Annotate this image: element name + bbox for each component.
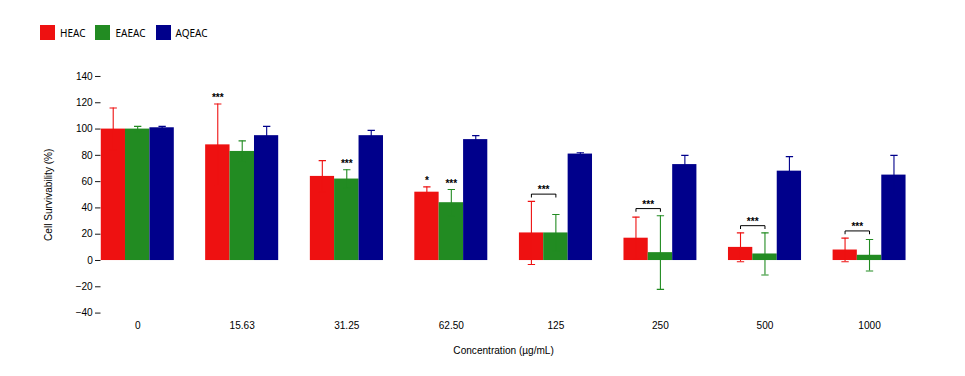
svg-text:62.50: 62.50 (439, 319, 465, 330)
svg-text:31.25: 31.25 (334, 319, 360, 330)
svg-text:15.63: 15.63 (230, 319, 256, 330)
svg-text:***: *** (341, 158, 353, 169)
svg-text:Cell Survivability (%): Cell Survivability (%) (43, 149, 54, 241)
svg-text:***: *** (538, 184, 550, 195)
svg-text:1000: 1000 (858, 319, 881, 330)
html-text:HEAC: HEAC (60, 25, 86, 40)
svg-text:20: 20 (82, 228, 94, 239)
svg-text:100: 100 (76, 123, 93, 134)
svg-text:120: 120 (76, 97, 93, 108)
svg-text:0: 0 (87, 255, 93, 266)
svg-text:***: *** (851, 221, 863, 232)
svg-text:80: 80 (82, 150, 94, 161)
svg-text:140: 140 (76, 71, 93, 82)
svg-text:***: *** (445, 178, 457, 189)
svg-text:*: * (425, 175, 429, 186)
svg-text:0: 0 (135, 319, 141, 330)
svg-text:60: 60 (82, 176, 94, 187)
svg-text:125: 125 (547, 319, 564, 330)
html-text:EAEAC: EAEAC (115, 25, 146, 40)
svg-text:40: 40 (82, 202, 94, 213)
svg-text:***: *** (642, 199, 654, 210)
svg-text:−40: −40 (76, 307, 93, 318)
svg-text:Concentration (µg/mL): Concentration (µg/mL) (453, 345, 553, 356)
html-text:AQEAC: AQEAC (175, 25, 208, 40)
svg-text:500: 500 (757, 319, 774, 330)
svg-text:−20: −20 (76, 281, 93, 292)
svg-text:***: *** (747, 216, 759, 227)
svg-text:250: 250 (652, 319, 669, 330)
svg-text:***: *** (212, 92, 224, 103)
